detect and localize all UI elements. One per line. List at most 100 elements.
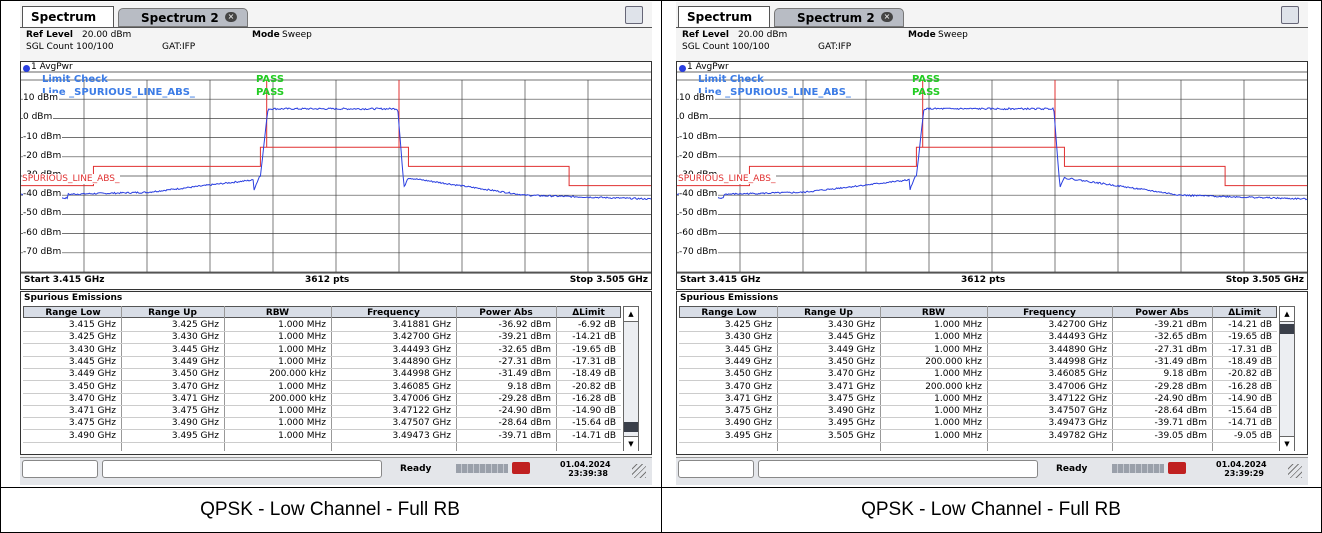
row-divider bbox=[679, 404, 1277, 406]
table-cell: 3.495 GHz bbox=[724, 430, 772, 441]
spectrum-plot bbox=[676, 61, 1308, 290]
table-title: Spurious Emissions bbox=[680, 293, 779, 303]
column-header: ΔLimit bbox=[1228, 308, 1261, 318]
table-cell: 1.000 MHz bbox=[278, 344, 326, 355]
scroll-up[interactable]: ▲ bbox=[1280, 307, 1294, 322]
mode: Sweep bbox=[282, 30, 312, 40]
ref-level: 20.00 dBm bbox=[82, 30, 132, 40]
table-cell: -19.65 dB bbox=[1228, 332, 1272, 343]
row-divider bbox=[23, 380, 621, 382]
table-cell: -18.49 dB bbox=[1228, 356, 1272, 367]
table-cell: 1.000 MHz bbox=[934, 418, 982, 429]
instrument-screen: Spectrum Spectrum 2 × Ref Level 20.00 dBm Mod… bbox=[676, 2, 1308, 485]
row-divider bbox=[679, 380, 1277, 382]
table-cell: 3.475 GHz bbox=[724, 406, 772, 417]
trace-label: 1 AvgPwr bbox=[687, 62, 729, 72]
table-cell: -9.05 dB bbox=[1233, 430, 1272, 441]
trace-indicator bbox=[679, 65, 686, 72]
table-cell: 3.450 GHz bbox=[827, 356, 875, 367]
sgl-count: SGL Count 100/100 bbox=[682, 42, 770, 52]
ref-level-label: Ref Level bbox=[26, 30, 73, 40]
table-cell: 3.44890 GHz bbox=[392, 356, 451, 367]
row-divider bbox=[679, 392, 1277, 394]
tab[interactable]: Spectrum 2 bbox=[774, 8, 904, 27]
lxi-logo bbox=[1168, 462, 1186, 474]
table-cell: 3.430 GHz bbox=[171, 332, 219, 343]
trace bbox=[676, 107, 1308, 201]
column-divider bbox=[1212, 306, 1213, 451]
column-divider bbox=[331, 306, 332, 451]
scroll-down[interactable]: ▼ bbox=[624, 436, 638, 451]
gat: GAT:IFP bbox=[162, 42, 196, 52]
table-cell: -29.28 dBm bbox=[1154, 381, 1207, 392]
trace bbox=[20, 107, 652, 201]
y-tick-label: -50 dBm bbox=[679, 208, 719, 219]
table-cell: 3.42700 GHz bbox=[392, 332, 451, 343]
date: 01.04.2024 bbox=[1216, 460, 1267, 469]
column-divider bbox=[1112, 306, 1113, 451]
y-tick-label: -20 dBm bbox=[23, 150, 63, 161]
limit-line bbox=[21, 80, 651, 187]
table-cell: 200.000 kHz bbox=[925, 356, 982, 367]
menu-icon[interactable] bbox=[625, 6, 643, 24]
scroll-thumb[interactable] bbox=[624, 422, 638, 432]
tab-active[interactable]: Spectrum bbox=[678, 6, 770, 27]
spurious-table: Spurious Emissions Range Low Range Up RBW Fr… bbox=[20, 291, 652, 455]
resize-grip bbox=[1288, 464, 1302, 478]
limit-line-label: SPURIOUS_LINE_ABS_ bbox=[678, 174, 776, 184]
table-cell: 3.49473 GHz bbox=[392, 430, 451, 441]
divider bbox=[0, 487, 1322, 488]
limit-pass: PASS bbox=[256, 74, 285, 85]
tab-close-button[interactable]: × bbox=[225, 12, 237, 22]
table-cell: 3.47507 GHz bbox=[392, 418, 451, 429]
table-cell: -17.31 dB bbox=[572, 356, 616, 367]
scroll-down[interactable]: ▼ bbox=[1280, 436, 1294, 451]
date: 01.04.2024 bbox=[560, 460, 611, 469]
sweep-points: 3612 pts bbox=[961, 275, 1006, 285]
column-header: Range Up bbox=[148, 308, 197, 318]
tab-close-button[interactable]: × bbox=[881, 12, 893, 22]
table-cell: 1.000 MHz bbox=[278, 406, 326, 417]
table-cell: 1.000 MHz bbox=[934, 344, 982, 355]
table-cell: 3.425 GHz bbox=[724, 320, 772, 330]
table-cell: 1.000 MHz bbox=[278, 320, 326, 330]
table-cell: -24.90 dBm bbox=[498, 406, 551, 417]
table-cell: 200.000 kHz bbox=[269, 369, 326, 380]
menu-icon[interactable] bbox=[1281, 6, 1299, 24]
table-cell: -39.21 dBm bbox=[498, 332, 551, 343]
tab[interactable]: Spectrum 2 bbox=[118, 8, 248, 27]
table-cell: 3.495 GHz bbox=[827, 418, 875, 429]
table-cell: 3.490 GHz bbox=[827, 406, 875, 417]
input-field[interactable] bbox=[678, 460, 754, 478]
input-field[interactable] bbox=[758, 460, 1038, 478]
table-cell: 3.445 GHz bbox=[827, 332, 875, 343]
input-field[interactable] bbox=[22, 460, 98, 478]
table-cell: -14.90 dB bbox=[1228, 393, 1272, 404]
limit-pass: PASS bbox=[912, 87, 941, 98]
table-cell: -28.64 dBm bbox=[1154, 406, 1207, 417]
row-divider bbox=[23, 343, 621, 345]
scroll-up[interactable]: ▲ bbox=[624, 307, 638, 322]
column-header: ΔLimit bbox=[572, 308, 605, 318]
table-cell: 1.000 MHz bbox=[934, 393, 982, 404]
column-header: Frequency bbox=[367, 308, 420, 318]
table-cell: 3.49782 GHz bbox=[1048, 430, 1107, 441]
mode-label: Mode bbox=[252, 30, 280, 40]
column-divider bbox=[121, 306, 122, 451]
y-tick-label: -40 dBm bbox=[23, 189, 63, 200]
stop-frequency: Stop 3.505 GHz bbox=[1225, 275, 1304, 285]
row-divider bbox=[679, 343, 1277, 345]
table-cell: 1.000 MHz bbox=[934, 369, 982, 380]
scroll-thumb[interactable] bbox=[1280, 324, 1294, 334]
y-tick-label: 0 dBm bbox=[23, 112, 54, 123]
input-field[interactable] bbox=[102, 460, 382, 478]
table-cell: -27.31 dBm bbox=[498, 356, 551, 367]
tab-active[interactable]: Spectrum bbox=[22, 6, 114, 27]
table-cell: -20.82 dB bbox=[1228, 369, 1272, 380]
table-cell: 3.44890 GHz bbox=[1048, 344, 1107, 355]
y-tick-label: -60 dBm bbox=[23, 227, 63, 238]
table-cell: 3.47122 GHz bbox=[1048, 393, 1107, 404]
table-cell: 3.450 GHz bbox=[68, 381, 116, 392]
table-cell: 3.49473 GHz bbox=[1048, 418, 1107, 429]
